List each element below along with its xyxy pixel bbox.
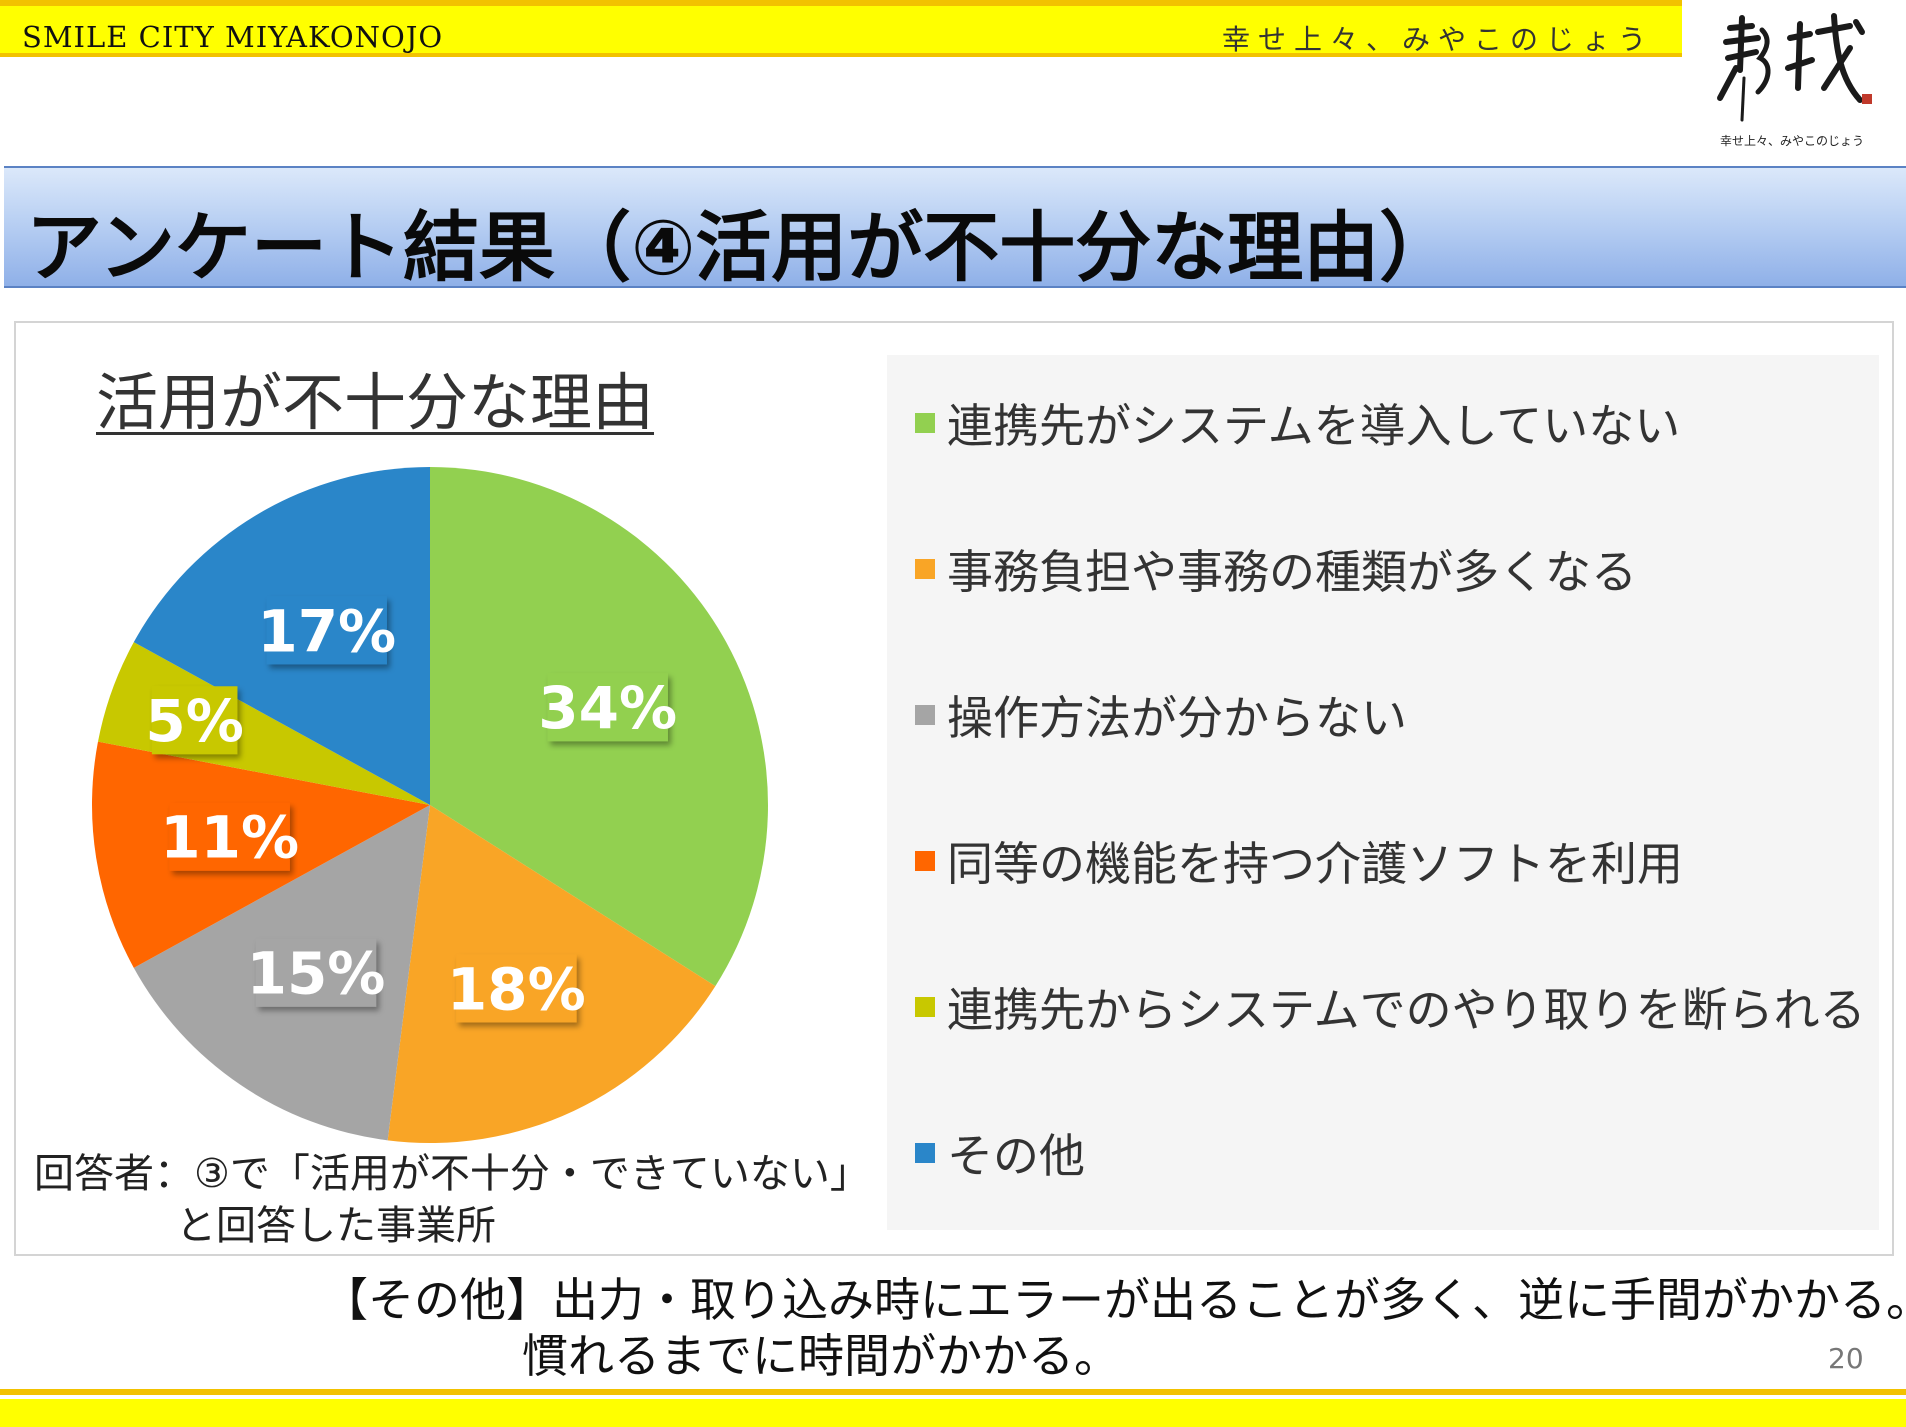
respondent-line-2: と回答した事業所 [176,1203,496,1249]
pie-chart: 34% 18% 15% 11% 5%17% [91,467,768,1143]
other-note-line-1: 【その他】出力・取り込み時にエラーが出ることが多く、逆に手間がかかる。 [322,1273,1906,1327]
legend-item-2: 操作方法が分からない [915,685,1407,745]
data-label-text-3: 11% [160,804,299,872]
page-number: 20 [1828,1342,1864,1375]
brand-text: SMILE CITY MIYAKONOJO [22,20,444,54]
data-label-text-1: 18% [447,955,586,1023]
logo-calligraphy [1717,13,1872,122]
legend-item-4: 連携先からシステムでのやり取りを断られる [915,977,1866,1037]
other-note: 【その他】出力・取り込み時にエラーが出ることが多く、逆に手間がかかる。 慣れるま… [322,1272,1906,1384]
data-label-box-0 [547,673,668,742]
footer-line [0,1389,1906,1395]
data-label-4: 5% [145,686,244,755]
data-label-5: 17% [257,596,396,665]
legend-swatch-5 [915,1143,935,1163]
data-label-box-1 [456,954,577,1023]
chart-title: 活用が不十分な理由 [96,366,655,439]
chart-legend: 連携先がシステムを導入していない 事務負担や事務の種類が多くなる 操作方法が分からな… [887,355,1879,1230]
legend-swatch-0 [915,413,935,433]
data-label-text-2: 15% [247,940,386,1008]
title-bar: アンケート結果（④活用が不十分な理由） [4,166,1906,292]
legend-item-3: 同等の機能を持つ介護ソフトを利用 [915,831,1683,891]
data-label-2: 15% [247,938,386,1008]
data-label-3: 11% [160,802,299,872]
slogan-text: 幸せ上々、みやこのじょう [1221,23,1654,56]
legend-item-5: その他 [915,1123,1085,1183]
respondent-line-1: 回答者：③で「活用が不十分・できていない」 [34,1151,870,1197]
data-label-text-0: 34% [538,674,677,742]
data-label-text-4: 5% [145,687,243,755]
page-title: アンケート結果（④活用が不十分な理由） [26,203,1456,292]
legend-label-3: 同等の機能を持つ介護ソフトを利用 [947,837,1683,891]
pie-slice-4 [97,642,430,805]
legend-item-1: 事務負担や事務の種類が多くなる [915,539,1637,599]
data-label-box-2 [255,938,377,1007]
legend-swatch-4 [915,997,935,1017]
data-label-0: 34% [538,673,677,742]
respondent-note: 回答者：③で「活用が不十分・できていない」 と回答した事業所 [34,1148,870,1252]
footer-band [0,1399,1906,1427]
data-label-1: 18% [447,954,586,1023]
legend-label-4: 連携先からシステムでのやり取りを断られる [947,983,1866,1037]
seal-stamp [1862,94,1872,104]
header-band: SMILE CITY MIYAKONOJO 幸せ上々、みやこのじょう [0,0,1682,57]
data-label-box-4 [151,686,238,755]
other-note-line-2: 慣れるまでに時間がかかる。 [522,1329,1120,1383]
pie-labels: 34% 18% 15% 11% 5%17% [145,596,677,1023]
legend-label-1: 事務負担や事務の種類が多くなる [947,545,1637,599]
legend-swatch-3 [915,851,935,871]
legend-item-0: 連携先がシステムを導入していない [915,393,1680,453]
logo-caption: 幸せ上々、みやこのじょう [1720,134,1865,148]
data-label-box-5 [266,596,387,665]
data-label-text-5: 17% [257,597,396,665]
legend-label-5: その他 [947,1129,1085,1183]
legend-label-2: 操作方法が分からない [947,691,1407,745]
legend-swatch-2 [915,705,935,725]
data-label-box-3 [169,802,290,871]
city-logo: 幸せ上々、みやこのじょう [1700,8,1896,158]
legend-label-0: 連携先がシステムを導入していない [947,399,1681,453]
legend-swatch-1 [915,559,935,579]
